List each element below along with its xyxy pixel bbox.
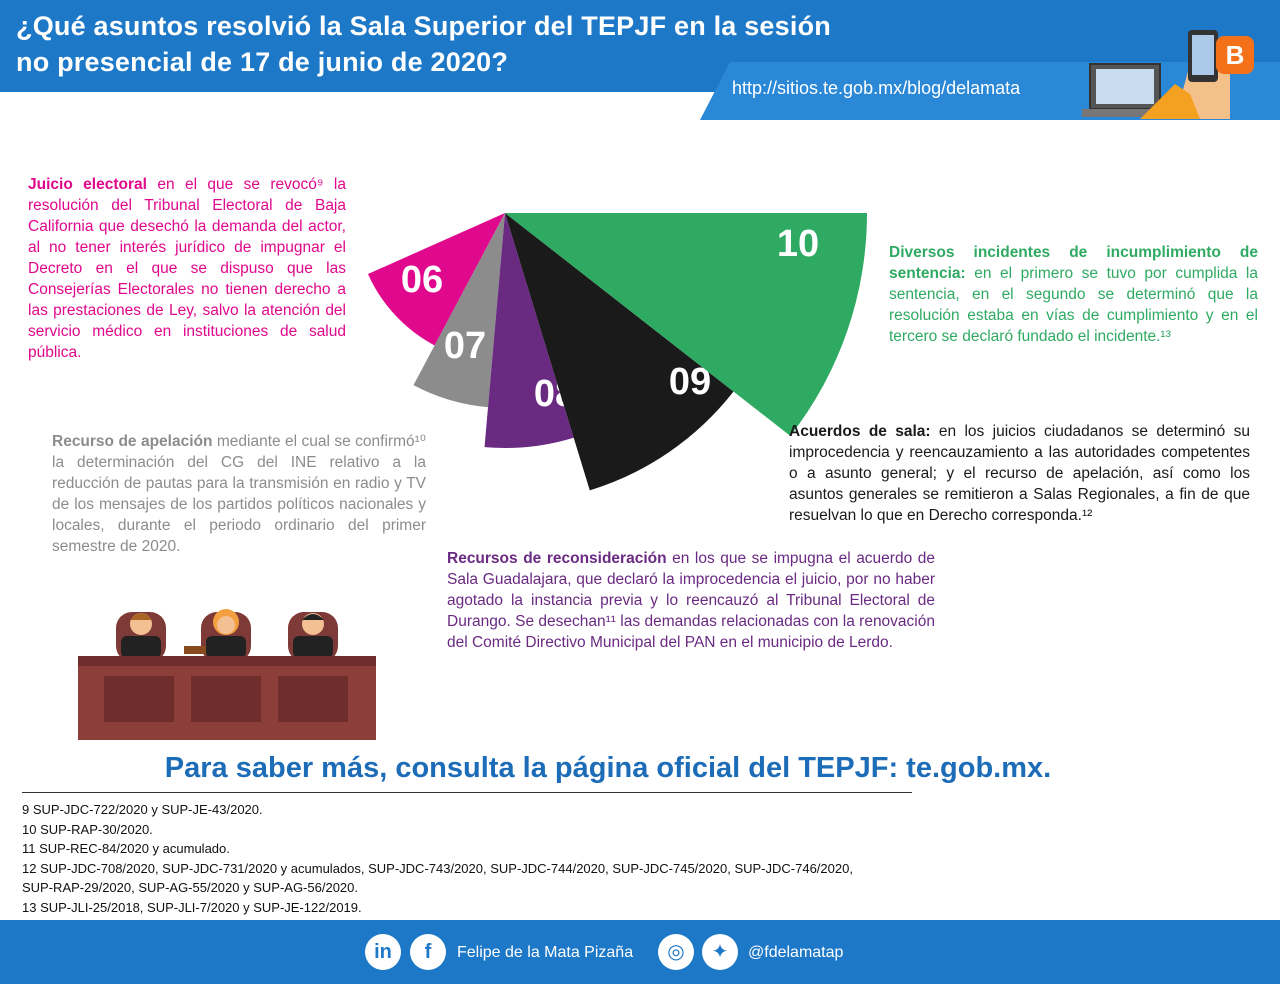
pie-slice-07 <box>413 213 505 408</box>
instagram-icon[interactable]: ◎ <box>658 934 694 970</box>
juicio-electoral-text: Juicio electoral en el que se revocó⁹ la… <box>28 174 346 363</box>
pie-label-10: 10 <box>777 223 819 265</box>
footnote-12: 12 SUP-JDC-708/2020, SUP-JDC-731/2020 y … <box>22 860 853 876</box>
social-handle[interactable]: @fdelamatap <box>748 944 844 961</box>
footnote-10: 10 SUP-RAP-30/2020. <box>22 821 153 837</box>
facebook-icon[interactable]: f <box>410 934 446 970</box>
reconsideracion-body: en los que se impugna el acuerdo de Sala… <box>447 550 935 651</box>
incidentes-text: Diversos incidentes de incumplimiento de… <box>889 242 1258 347</box>
acuerdos-sala-text: Acuerdos de sala: en los juicios ciudada… <box>789 421 1250 526</box>
juicio-body: en el que se revocó⁹ la resolución del T… <box>28 176 346 361</box>
judges-illustration <box>78 609 376 740</box>
pie-label-07: 07 <box>444 325 486 367</box>
pie-label-06: 06 <box>401 259 443 301</box>
page-title: ¿Qué asuntos resolvió la Sala Superior d… <box>16 8 896 80</box>
reconsideracion-heading: Recursos de reconsideración <box>447 550 667 567</box>
acuerdos-heading: Acuerdos de sala: <box>789 423 931 440</box>
footnotes-divider <box>22 792 912 793</box>
twitter-icon[interactable]: ✦ <box>702 934 738 970</box>
more-info-cta[interactable]: Para saber más, consulta la página ofici… <box>164 752 1052 784</box>
recurso-apelacion-text: Recurso de apelación mediante el cual se… <box>52 431 426 557</box>
footnote-9: 9 SUP-JDC-722/2020 y SUP-JE-43/2020. <box>22 802 263 817</box>
apelacion-body: mediante el cual se confirmó¹⁰ la determ… <box>52 433 426 555</box>
author-name: Felipe de la Mata Pizaña <box>457 944 634 961</box>
reconsideracion-text: Recursos de reconsideración en los que s… <box>447 548 935 653</box>
footnotes: 9 SUP-JDC-722/2020 y SUP-JE-43/2020. 10 … <box>22 800 853 917</box>
footnote-13: 13 SUP-JLI-25/2018, SUP-JLI-7/2020 y SUP… <box>22 899 362 915</box>
title-line-1: ¿Qué asuntos resolvió la Sala Superior d… <box>16 11 831 41</box>
footnote-11: 11 SUP-REC-84/2020 y acumulado. <box>22 841 230 856</box>
footer-bar <box>0 920 1280 984</box>
pie-slice-09 <box>505 213 734 491</box>
title-line-2: no presencial de 17 de junio de 2020? <box>16 47 509 77</box>
juicio-heading: Juicio electoral <box>28 176 147 193</box>
incidentes-body: en el primero se tuvo por cumplida la se… <box>889 265 1258 345</box>
blogger-icon[interactable]: B <box>1216 36 1254 74</box>
incidentes-heading: Diversos incidentes de incumplimiento de… <box>889 244 1258 282</box>
acuerdos-body: en los juicios ciudadanos se determinó s… <box>789 423 1250 524</box>
blog-url-link[interactable]: http://sitios.te.gob.mx/blog/delamata <box>732 78 1021 98</box>
pie-slice-10 <box>505 213 867 436</box>
linkedin-icon[interactable]: in <box>365 934 401 970</box>
pie-slice-06 <box>367 213 505 346</box>
apelacion-heading: Recurso de apelación <box>52 433 213 450</box>
footnote-12-cont: SUP-RAP-29/2020, SUP-AG-55/2020 y SUP-AG… <box>22 880 358 895</box>
pie-slice-08 <box>484 213 574 448</box>
